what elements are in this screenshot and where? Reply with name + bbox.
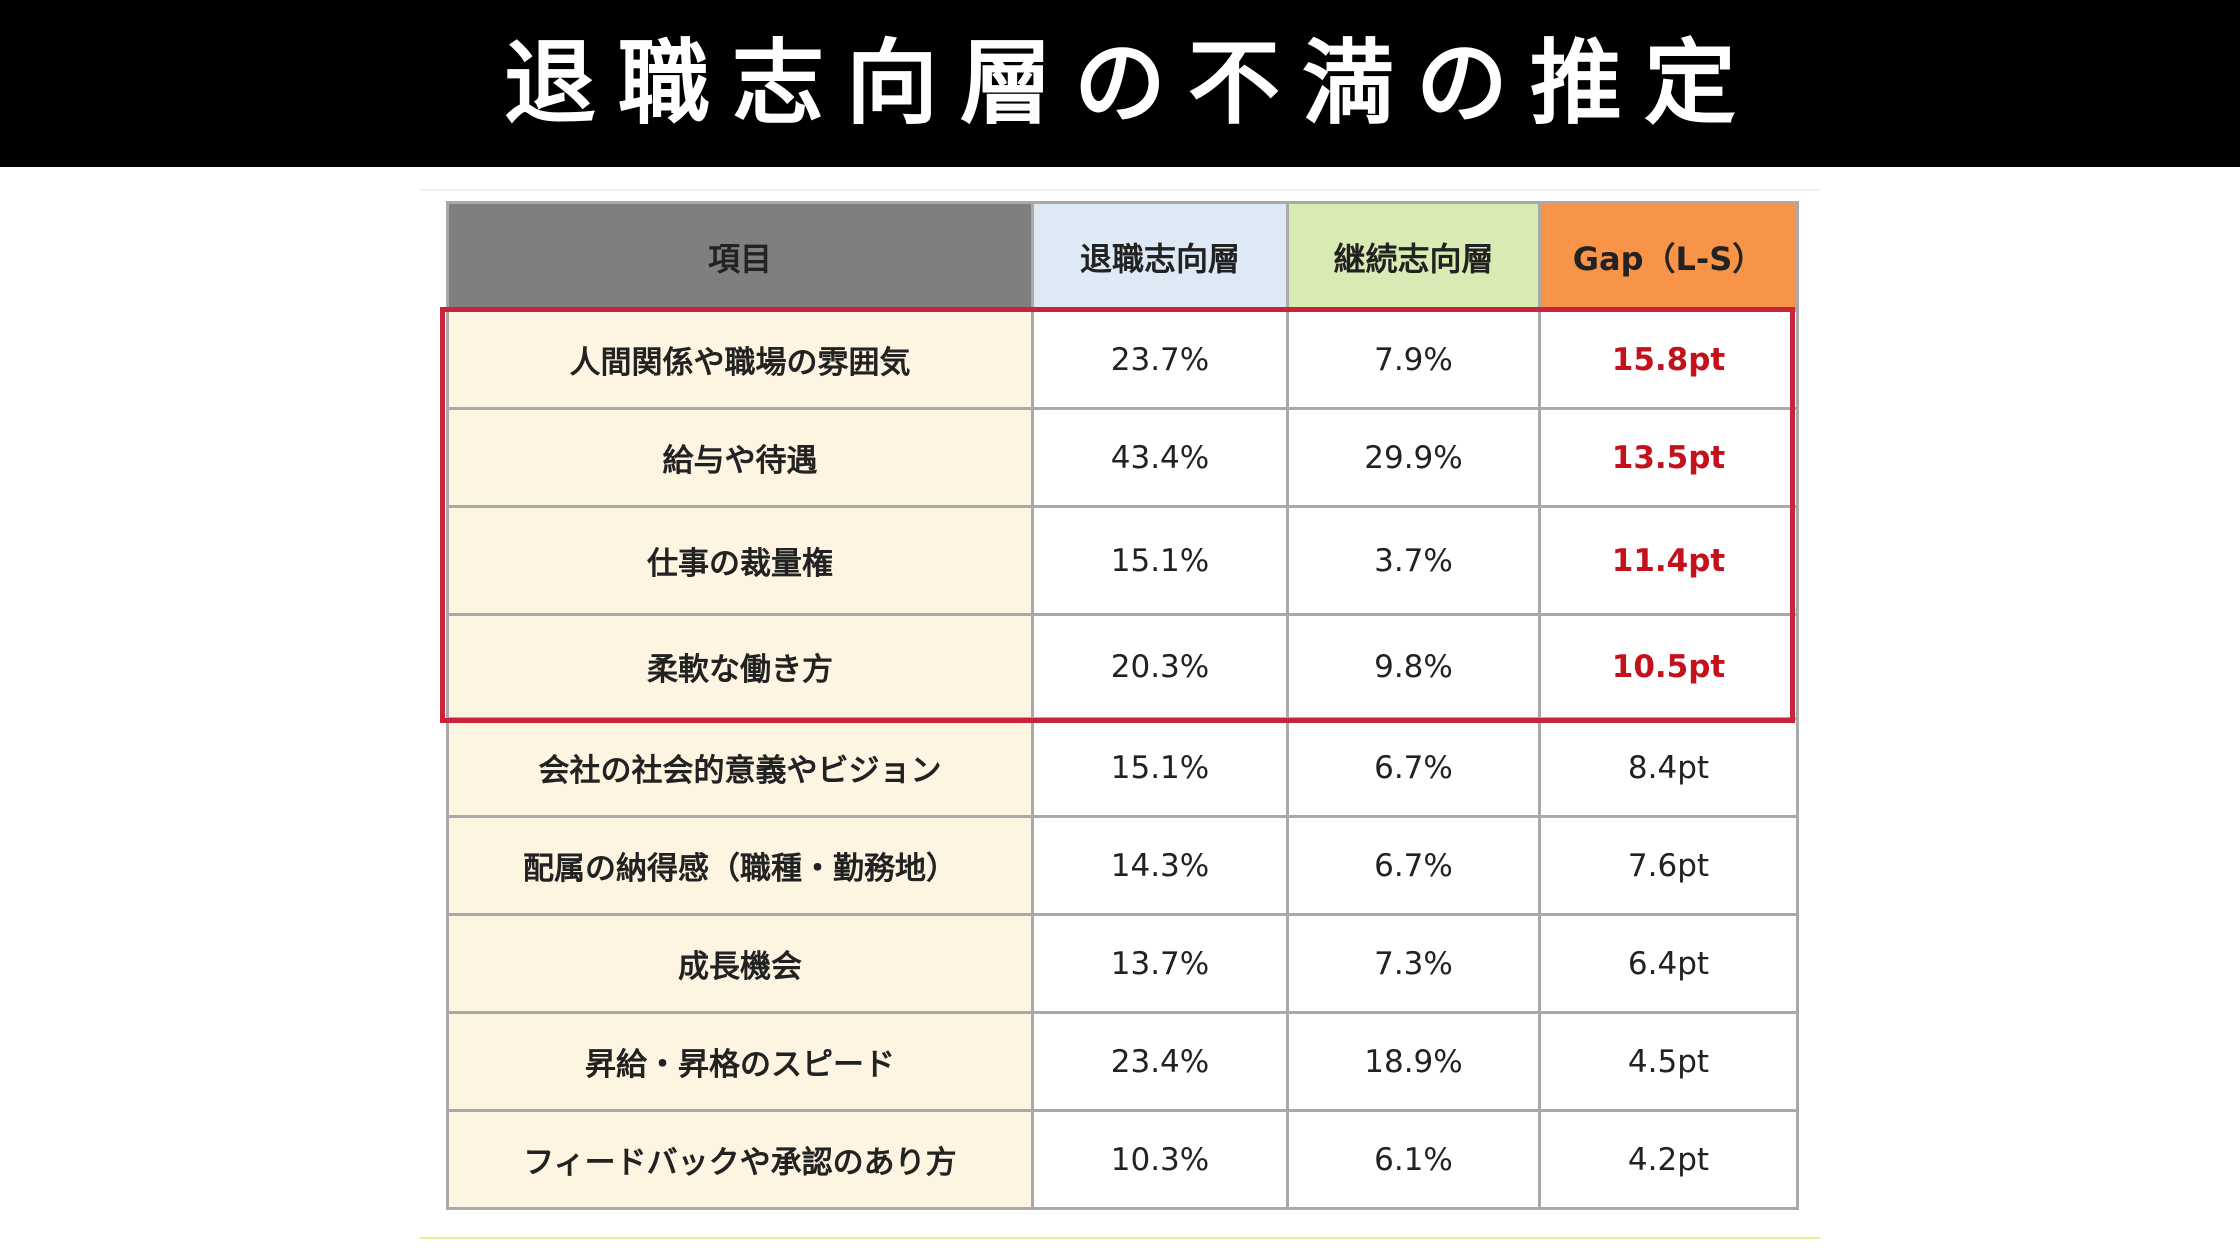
table-row: 仕事の裁量権 15.1% 3.7% 11.4pt (446, 505, 1799, 616)
stay-value-cell: 6.7% (1286, 815, 1541, 916)
gap-value-cell: 15.8pt (1538, 309, 1799, 410)
stay-value-cell: 3.7% (1286, 505, 1541, 616)
table-row: フィードバックや承認のあり方 10.3% 6.1% 4.2pt (446, 1109, 1799, 1210)
leave-value-cell: 13.7% (1031, 913, 1289, 1014)
table-row: 柔軟な働き方 20.3% 9.8% 10.5pt (446, 613, 1799, 720)
gap-value-cell: 4.5pt (1538, 1011, 1799, 1112)
gap-value-cell: 6.4pt (1538, 913, 1799, 1014)
leave-value-cell: 14.3% (1031, 815, 1289, 916)
gap-value-cell: 8.4pt (1538, 717, 1799, 818)
stay-value-cell: 7.9% (1286, 309, 1541, 410)
comparison-table: 項目 退職志向層 継続志向層 Gap（L-S） 人間関係や職場の雰囲気 23.7… (446, 201, 1799, 1210)
header-gap: Gap（L-S） (1538, 201, 1799, 312)
leave-value-cell: 15.1% (1031, 505, 1289, 616)
item-cell: 給与や待遇 (446, 407, 1034, 508)
stay-value-cell: 6.7% (1286, 717, 1541, 818)
gap-value-cell: 13.5pt (1538, 407, 1799, 508)
table-row: 人間関係や職場の雰囲気 23.7% 7.9% 15.8pt (446, 309, 1799, 410)
page-title: 退職志向層の不満の推定 (503, 29, 1758, 137)
table-row: 会社の社会的意義やビジョン 15.1% 6.7% 8.4pt (446, 717, 1799, 818)
table-row: 配属の納得感（職種・勤務地） 14.3% 6.7% 7.6pt (446, 815, 1799, 916)
table-row: 昇給・昇格のスピード 23.4% 18.9% 4.5pt (446, 1011, 1799, 1112)
item-cell: フィードバックや承認のあり方 (446, 1109, 1034, 1210)
table-row: 給与や待遇 43.4% 29.9% 13.5pt (446, 407, 1799, 508)
gap-value-cell: 11.4pt (1538, 505, 1799, 616)
leave-value-cell: 23.7% (1031, 309, 1289, 410)
header-leave-group: 退職志向層 (1031, 201, 1289, 312)
leave-value-cell: 23.4% (1031, 1011, 1289, 1112)
table-header-row: 項目 退職志向層 継続志向層 Gap（L-S） (446, 201, 1799, 312)
item-cell: 柔軟な働き方 (446, 613, 1034, 720)
item-cell: 成長機会 (446, 913, 1034, 1014)
leave-value-cell: 15.1% (1031, 717, 1289, 818)
header-stay-group: 継続志向層 (1286, 201, 1541, 312)
gap-value-cell: 10.5pt (1538, 613, 1799, 720)
bottom-divider (420, 1237, 1820, 1239)
stay-value-cell: 7.3% (1286, 913, 1541, 1014)
gap-value-cell: 7.6pt (1538, 815, 1799, 916)
stay-value-cell: 18.9% (1286, 1011, 1541, 1112)
stay-value-cell: 29.9% (1286, 407, 1541, 508)
gap-value-cell: 4.2pt (1538, 1109, 1799, 1210)
leave-value-cell: 43.4% (1031, 407, 1289, 508)
item-cell: 人間関係や職場の雰囲気 (446, 309, 1034, 410)
item-cell: 会社の社会的意義やビジョン (446, 717, 1034, 818)
stay-value-cell: 9.8% (1286, 613, 1541, 720)
item-cell: 昇給・昇格のスピード (446, 1011, 1034, 1112)
title-bar: 退職志向層の不満の推定 (0, 0, 2240, 167)
table-row: 成長機会 13.7% 7.3% 6.4pt (446, 913, 1799, 1014)
item-cell: 配属の納得感（職種・勤務地） (446, 815, 1034, 916)
leave-value-cell: 20.3% (1031, 613, 1289, 720)
leave-value-cell: 10.3% (1031, 1109, 1289, 1210)
item-cell: 仕事の裁量権 (446, 505, 1034, 616)
header-item: 項目 (446, 201, 1034, 312)
top-divider (420, 189, 1820, 191)
stay-value-cell: 6.1% (1286, 1109, 1541, 1210)
